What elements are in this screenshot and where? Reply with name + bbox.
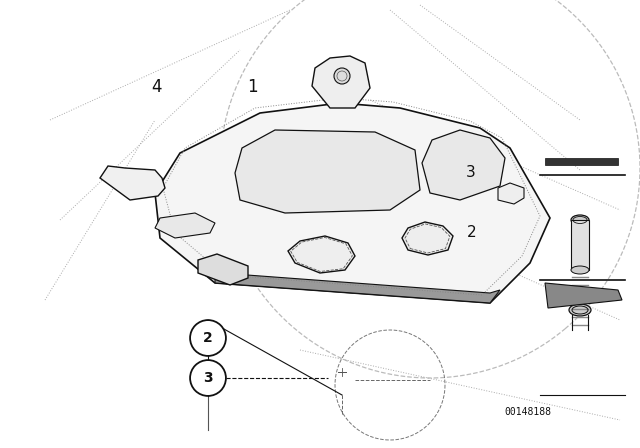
Ellipse shape <box>571 266 589 274</box>
Text: 2: 2 <box>203 331 213 345</box>
Ellipse shape <box>571 215 589 225</box>
Polygon shape <box>215 273 500 303</box>
Polygon shape <box>402 222 453 255</box>
Polygon shape <box>235 130 420 213</box>
Bar <box>545 158 618 165</box>
Polygon shape <box>198 254 248 285</box>
Polygon shape <box>312 56 370 108</box>
Polygon shape <box>545 283 622 308</box>
Text: 00148188: 00148188 <box>504 407 552 417</box>
Text: 3: 3 <box>467 164 476 180</box>
Circle shape <box>334 68 350 84</box>
Polygon shape <box>288 236 355 273</box>
Circle shape <box>190 360 226 396</box>
Polygon shape <box>498 183 524 204</box>
Text: 1: 1 <box>246 78 257 96</box>
Polygon shape <box>100 166 165 200</box>
Text: 2: 2 <box>467 224 476 240</box>
Polygon shape <box>155 213 215 238</box>
Circle shape <box>190 320 226 356</box>
Text: 3: 3 <box>203 371 213 385</box>
Bar <box>571 220 589 270</box>
Text: 4: 4 <box>151 78 161 96</box>
Ellipse shape <box>569 304 591 316</box>
Polygon shape <box>155 103 550 303</box>
Polygon shape <box>422 130 505 200</box>
